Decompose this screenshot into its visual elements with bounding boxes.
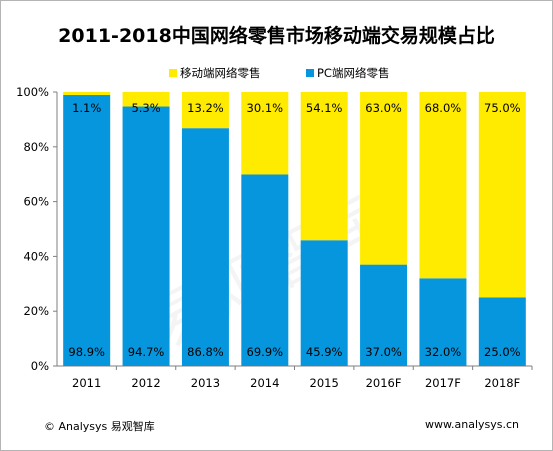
data-label-pc: 86.8% — [187, 345, 224, 359]
bar-pc — [63, 95, 111, 366]
legend-item-mobile: 移动端网络零售 — [169, 65, 261, 81]
legend: 移动端网络零售 PC端网络零售 — [1, 65, 552, 81]
bar-mobile — [419, 92, 467, 279]
y-tick-label: 40% — [23, 249, 49, 263]
data-label-pc: 94.7% — [128, 345, 165, 359]
data-label-mobile: 30.1% — [247, 101, 284, 115]
legend-label-mobile: 移动端网络零售 — [180, 66, 261, 80]
y-tick-label: 60% — [23, 195, 49, 209]
bar-mobile — [241, 92, 289, 175]
data-label-mobile: 75.0% — [484, 101, 521, 115]
x-tick-label: 2018F — [484, 376, 520, 390]
bar-pc — [241, 174, 289, 366]
y-tick-label: 0% — [31, 359, 49, 373]
x-tick-label: 2015 — [310, 376, 339, 390]
x-tick-label: 2011 — [72, 376, 101, 390]
legend-label-pc: PC端网络零售 — [317, 66, 390, 80]
legend-item-pc: PC端网络零售 — [306, 65, 389, 81]
data-label-mobile: 54.1% — [306, 101, 343, 115]
legend-swatch-pc — [306, 69, 314, 77]
data-label-mobile: 13.2% — [187, 101, 224, 115]
y-tick-label: 20% — [23, 304, 49, 318]
chart-title: 2011-2018中国网络零售市场移动端交易规模占比 — [58, 25, 495, 47]
y-tick-label: 80% — [23, 140, 49, 154]
x-tick-label: 2012 — [131, 376, 160, 390]
data-label-mobile: 68.0% — [425, 101, 462, 115]
data-label-pc: 25.0% — [484, 345, 521, 359]
bar-mobile — [181, 92, 229, 129]
data-label-mobile: 63.0% — [365, 101, 402, 115]
data-label-mobile: 5.3% — [131, 101, 160, 115]
data-label-pc: 32.0% — [425, 345, 462, 359]
data-label-pc: 98.9% — [68, 345, 105, 359]
bar-pc — [300, 240, 348, 366]
x-tick-label: 2016F — [366, 376, 402, 390]
website-url: www.analysys.cn — [425, 418, 519, 431]
x-tick-label: 2017F — [425, 376, 461, 390]
bar-mobile — [360, 92, 408, 265]
bar-pc — [419, 278, 467, 366]
y-tick-label: 100% — [16, 85, 49, 99]
bar-pc — [360, 264, 408, 366]
bar-mobile — [478, 92, 526, 298]
data-label-mobile: 1.1% — [72, 101, 101, 115]
bar-mobile — [122, 92, 170, 107]
legend-swatch-mobile — [169, 69, 177, 77]
x-tick-label: 2013 — [191, 376, 220, 390]
data-label-pc: 69.9% — [247, 345, 284, 359]
x-tick-label: 2014 — [250, 376, 279, 390]
bar-pc — [478, 297, 526, 366]
bar-mobile — [63, 92, 111, 96]
data-label-pc: 37.0% — [365, 345, 402, 359]
bar-pc — [122, 106, 170, 366]
copyright-text: © Analysys 易观智库 — [44, 420, 155, 433]
bar-mobile — [300, 92, 348, 241]
bar-pc — [181, 128, 229, 366]
data-label-pc: 45.9% — [306, 345, 343, 359]
